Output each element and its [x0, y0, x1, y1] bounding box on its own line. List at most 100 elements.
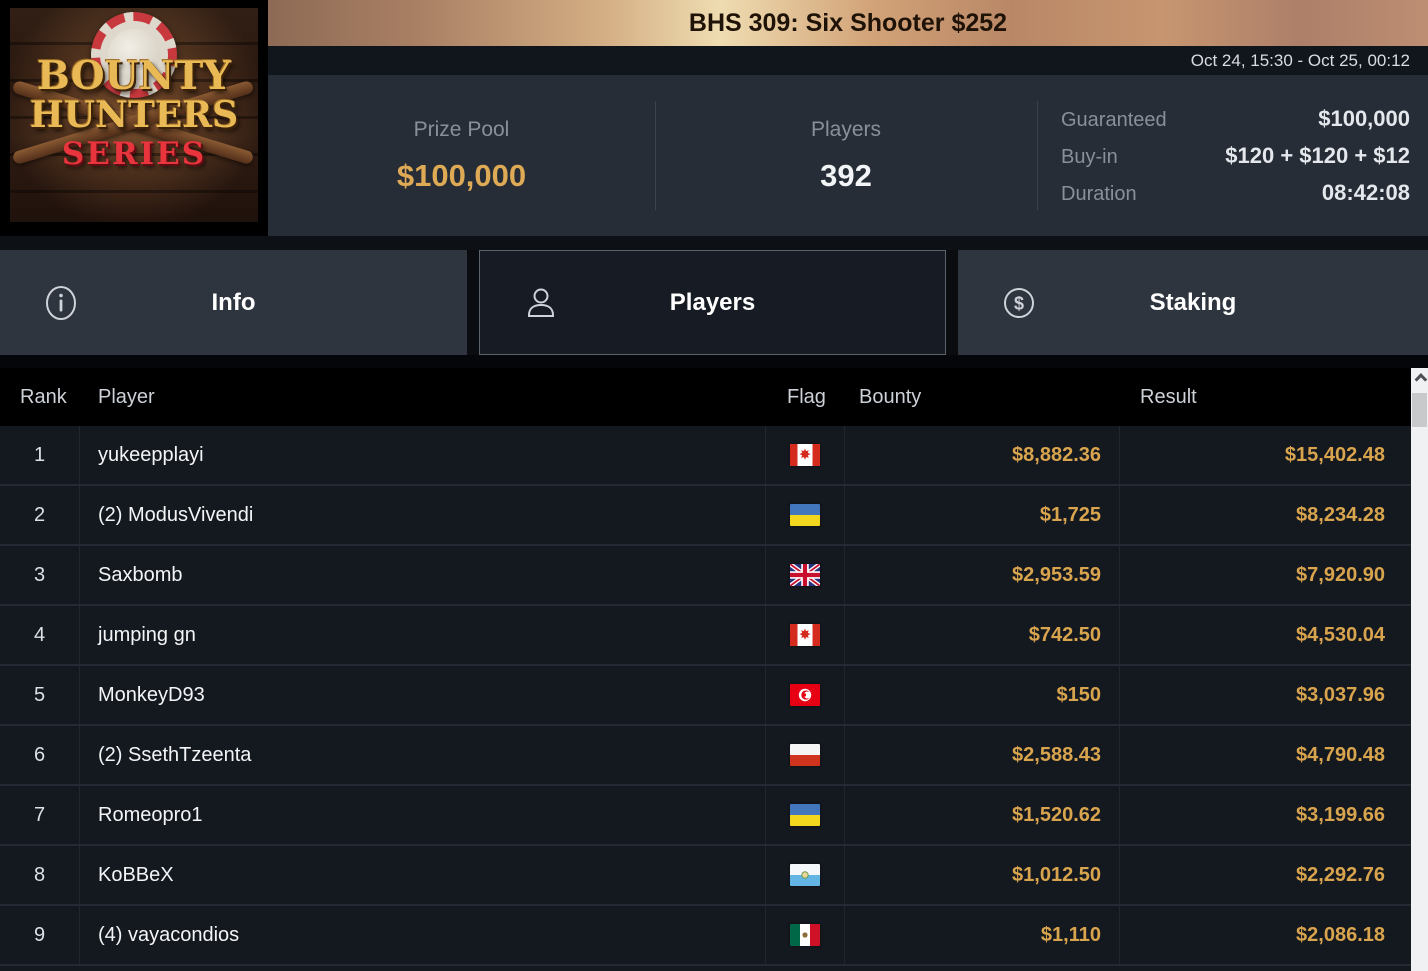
poker-chip-icon [91, 12, 177, 98]
tab-staking-label: Staking [1149, 288, 1237, 316]
table-row[interactable]: 1 yukeepplayi $8,882.36 $15,402.48 [0, 426, 1411, 486]
series-logo-art: BOUNTY HUNTERS SERIES [10, 8, 258, 222]
table-row[interactable]: 2 (2) ModusVivendi $1,725 $8,234.28 [0, 486, 1411, 546]
rank-cell: 9 [0, 906, 80, 964]
column-header-result: Result [1140, 385, 1197, 408]
bounty-cell: $742.50 [845, 606, 1120, 664]
tab-info[interactable]: Info [0, 250, 467, 355]
mexico-flag-icon [766, 906, 845, 964]
rank-cell: 1 [0, 426, 80, 484]
table-scrollbar[interactable] [1411, 368, 1428, 971]
tournament-schedule: Oct 24, 15:30 - Oct 25, 00:12 [1190, 50, 1410, 70]
result-cell: $7,920.90 [1296, 563, 1385, 586]
player-cell: (4) vayacondios [80, 906, 766, 964]
players-stat: Players 392 [655, 75, 1037, 236]
scrollbar-thumb[interactable] [1412, 393, 1427, 427]
result-cell: $2,086.18 [1296, 923, 1385, 946]
tab-info-label: Info [211, 288, 256, 316]
tab-players-label: Players [669, 288, 756, 316]
ukraine-flag-icon [766, 486, 845, 544]
rank-cell: 4 [0, 606, 80, 664]
tunisia-flag-icon [766, 666, 845, 724]
guaranteed-label: Guaranteed [1061, 108, 1167, 131]
result-cell: $4,530.04 [1296, 623, 1385, 646]
bounty-cell: $1,110 [845, 906, 1120, 964]
canada-flag-icon [766, 606, 845, 664]
table-row[interactable]: 5 MonkeyD93 $150 $3,037.96 [0, 666, 1411, 726]
poland-flag-icon [766, 726, 845, 784]
partial-row [0, 966, 1411, 971]
column-header-flag: Flag [787, 385, 826, 408]
stats-divider [655, 101, 656, 210]
prize-pool-value: $100,000 [396, 157, 527, 193]
rank-cell: 6 [0, 726, 80, 784]
san-marino-flag-icon [766, 846, 845, 904]
bounty-cell: $1,012.50 [845, 846, 1120, 904]
bounty-cell: $8,882.36 [845, 426, 1120, 484]
table-row[interactable]: 3 Saxbomb $2,953.59 $7,920.90 [0, 546, 1411, 606]
tab-staking[interactable]: $ Staking [958, 250, 1428, 355]
prize-pool-label: Prize Pool [413, 117, 510, 141]
divider-strip [0, 236, 1428, 250]
rank-cell: 5 [0, 666, 80, 724]
result-cell: $3,037.96 [1296, 683, 1385, 706]
column-header-player: Player [98, 385, 155, 408]
title-bar: BHS 309: Six Shooter $252 [268, 0, 1428, 46]
series-logo: BOUNTY HUNTERS SERIES [0, 0, 268, 236]
person-icon [522, 284, 560, 322]
bounty-cell: $150 [845, 666, 1120, 724]
united-kingdom-flag-icon [766, 546, 845, 604]
player-cell: (2) SsethTzeenta [80, 726, 766, 784]
buyin-value: $120 + $120 + $12 [1225, 142, 1410, 168]
logo-line-1: BOUNTY [36, 53, 232, 99]
duration-row: Duration 08:42:08 [1061, 180, 1410, 206]
bounty-cell: $1,725 [845, 486, 1120, 544]
players-table-body: 1 yukeepplayi $8,882.36 $15,402.48 2 (2)… [0, 426, 1411, 966]
result-cell: $3,199.66 [1296, 803, 1385, 826]
buyin-row: Buy-in $120 + $120 + $12 [1061, 143, 1410, 169]
chevron-up-icon [1414, 372, 1428, 386]
rank-cell: 2 [0, 486, 80, 544]
result-cell: $8,234.28 [1296, 503, 1385, 526]
table-row[interactable]: 8 KoBBeX $1,012.50 $2,292.76 [0, 846, 1411, 906]
player-cell: yukeepplayi [80, 426, 766, 484]
column-header-rank: Rank [20, 385, 67, 408]
guaranteed-row: Guaranteed $100,000 [1061, 106, 1410, 132]
tournament-title: BHS 309: Six Shooter $252 [688, 8, 1008, 37]
players-label: Players [810, 117, 882, 141]
stats-details: Guaranteed $100,000 Buy-in $120 + $120 +… [1037, 75, 1428, 236]
stats-divider [1037, 101, 1038, 210]
rank-cell: 8 [0, 846, 80, 904]
players-table: Rank Player Flag Bounty Result 1 yukeepp… [0, 368, 1411, 971]
tab-bar: Info Players $ Staking [0, 250, 1428, 355]
bounty-cell: $2,588.43 [845, 726, 1120, 784]
rank-cell: 7 [0, 786, 80, 844]
divider-strip [0, 355, 1428, 368]
logo-line-2: HUNTERS [29, 93, 239, 136]
prize-pool-stat: Prize Pool $100,000 [268, 75, 655, 236]
scroll-up-button[interactable] [1411, 368, 1428, 390]
info-icon [42, 284, 80, 322]
date-bar: Oct 24, 15:30 - Oct 25, 00:12 [268, 46, 1428, 75]
dollar-circle-icon: $ [1000, 284, 1038, 322]
series-logo-text: BOUNTY HUNTERS SERIES [10, 56, 258, 170]
player-cell: MonkeyD93 [80, 666, 766, 724]
duration-value: 08:42:08 [1321, 179, 1410, 205]
result-cell: $2,292.76 [1296, 863, 1385, 886]
result-cell: $15,402.48 [1284, 443, 1385, 466]
table-row[interactable]: 9 (4) vayacondios $1,110 $2,086.18 [0, 906, 1411, 966]
svg-text:$: $ [1014, 293, 1024, 313]
rank-cell: 3 [0, 546, 80, 604]
column-header-bounty: Bounty [859, 385, 922, 408]
table-row[interactable]: 4 jumping gn $742.50 $4,530.04 [0, 606, 1411, 666]
tab-players[interactable]: Players [479, 250, 946, 355]
table-row[interactable]: 7 Romeopro1 $1,520.62 $3,199.66 [0, 786, 1411, 846]
canada-flag-icon [766, 426, 845, 484]
table-row[interactable]: 6 (2) SsethTzeenta $2,588.43 $4,790.48 [0, 726, 1411, 786]
players-count: 392 [820, 157, 872, 193]
bounty-cell: $2,953.59 [845, 546, 1120, 604]
player-cell: jumping gn [80, 606, 766, 664]
players-table-header: Rank Player Flag Bounty Result [0, 368, 1411, 426]
guaranteed-value: $100,000 [1318, 105, 1410, 131]
